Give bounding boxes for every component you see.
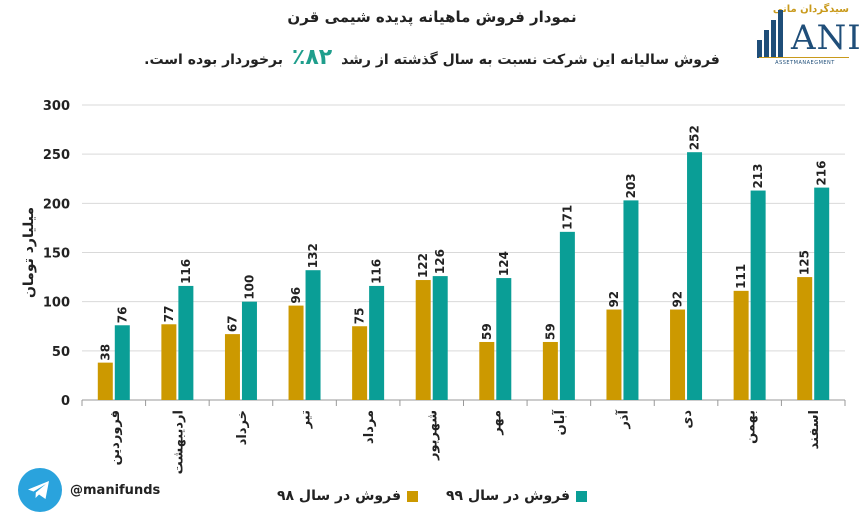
data-label: 77	[162, 306, 176, 323]
y-tick-label: 0	[61, 394, 70, 409]
x-tick-label: بهمن	[744, 410, 759, 444]
logo-subtext: ASSETMANAEGMENT	[775, 60, 835, 66]
data-label: 59	[543, 323, 557, 340]
legend-item-99: فروش در سال ۹۹	[446, 488, 588, 504]
bar-98	[606, 309, 622, 400]
bar-99	[687, 152, 703, 400]
data-label: 92	[607, 291, 621, 308]
data-label: 100	[242, 275, 256, 300]
y-tick-label: 300	[43, 99, 70, 114]
data-label: 75	[353, 308, 367, 325]
y-tick-label: 50	[52, 345, 70, 360]
data-label: 216	[815, 161, 829, 186]
data-label: 116	[179, 259, 193, 284]
x-tick-label: مهر	[489, 410, 504, 436]
x-tick-label: شهریور	[426, 410, 441, 461]
bar-98	[224, 334, 240, 400]
bar-99	[623, 200, 639, 400]
subtitle-after: برخوردار بوده است.	[144, 52, 284, 68]
legend-label-99: فروش در سال ۹۹	[446, 488, 571, 504]
logo-letters: ANI	[791, 18, 862, 58]
data-label: 116	[370, 259, 384, 284]
bar-99	[178, 285, 194, 400]
logo-bars-icon	[757, 10, 783, 58]
chart-legend: فروش در سال ۹۹ فروش در سال ۹۸	[0, 488, 864, 504]
y-tick-label: 200	[43, 197, 70, 212]
legend-swatch-98	[407, 490, 418, 502]
data-label: 59	[480, 323, 494, 340]
logo-divider	[759, 57, 849, 58]
data-label: 38	[98, 344, 112, 361]
y-axis-label: میلیارد تومان	[21, 207, 37, 298]
x-tick-label: دی	[680, 410, 695, 429]
data-label: 126	[433, 249, 447, 274]
legend-swatch-99	[576, 490, 588, 502]
data-label: 132	[306, 243, 320, 268]
data-label: 203	[624, 173, 638, 198]
telegram-handle[interactable]: @manifunds	[70, 483, 161, 498]
bar-98	[352, 326, 368, 400]
data-label: 252	[688, 125, 702, 150]
x-tick-label: فروردین	[108, 410, 123, 465]
bar-99	[559, 231, 575, 400]
x-tick-label: آبان	[551, 409, 568, 435]
bar-98	[415, 280, 431, 400]
bar-99	[496, 278, 512, 400]
x-tick-label: خرداد	[235, 410, 250, 445]
x-tick-label: مرداد	[362, 410, 377, 444]
logo-top-text: سیدگردان مانی	[772, 4, 849, 15]
bar-98	[288, 305, 304, 400]
bar-99	[814, 187, 830, 400]
bar-99	[241, 301, 257, 400]
legend-item-98: فروش در سال ۹۸	[277, 488, 418, 504]
bar-98	[733, 290, 749, 400]
bar-98	[797, 277, 813, 400]
data-label: 92	[671, 291, 685, 308]
x-tick-label: اسفند	[807, 410, 822, 449]
y-tick-label: 150	[43, 247, 70, 262]
data-label: 124	[497, 251, 511, 276]
subtitle-percent: ۸۲٪	[291, 45, 333, 70]
data-label: 111	[734, 264, 748, 289]
bar-98	[479, 341, 495, 400]
y-tick-label: 100	[43, 296, 70, 311]
data-label: 213	[751, 163, 765, 188]
x-tick-label: اردیبهشت	[171, 410, 186, 474]
data-label: 122	[416, 253, 430, 278]
legend-label-98: فروش در سال ۹۸	[276, 488, 401, 504]
data-label: 171	[560, 205, 574, 230]
bar-99	[369, 285, 385, 400]
telegram-icon[interactable]	[18, 468, 62, 512]
mani-logo: سیدگردان مانی ANI ASSETMANAEGMENT	[755, 4, 861, 70]
bar-98	[670, 309, 686, 400]
chart-subtitle: فروش سالیانه این شرکت نسبت به سال گذشته …	[0, 45, 864, 70]
bar-98	[542, 341, 558, 400]
data-label: 67	[225, 315, 239, 332]
x-tick-label: آذر	[614, 409, 631, 429]
data-label: 76	[115, 307, 129, 324]
bar-98	[97, 362, 113, 400]
bar-99	[432, 276, 448, 400]
bar-98	[161, 324, 177, 400]
subtitle-before: فروش سالیانه این شرکت نسبت به سال گذشته …	[341, 52, 720, 68]
bar-99	[305, 270, 321, 400]
x-tick-label: تیر	[299, 410, 314, 429]
data-label: 125	[798, 250, 812, 275]
bar-99	[114, 325, 130, 400]
bar-99	[750, 190, 766, 400]
data-label: 96	[289, 287, 303, 304]
y-tick-label: 250	[43, 148, 70, 163]
chart-title: نمودار فروش ماهیانه پدیده شیمی قرن	[287, 8, 577, 26]
